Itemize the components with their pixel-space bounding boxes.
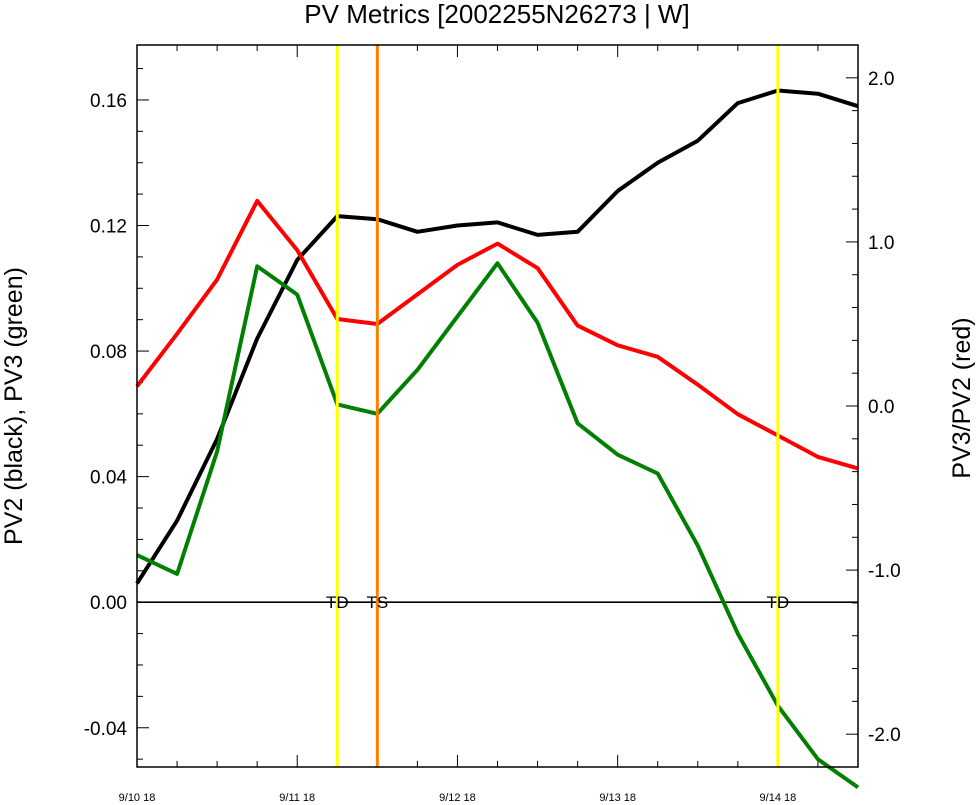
y-axis-label-left: PV2 (black), PV3 (green) <box>0 267 28 545</box>
series-line-pv3-pv2 <box>135 198 859 471</box>
y-tick-label-right: 1.0 <box>868 233 894 254</box>
y-tick-label-right: -1.0 <box>868 561 901 582</box>
x-tick-label: 9/13 18 <box>599 792 636 804</box>
x-tick-label: 9/12 18 <box>439 792 476 804</box>
x-tick-label: 9/14 18 <box>760 792 797 804</box>
y-axis-label-right: PV3/PV2 (red) <box>948 317 976 478</box>
y-tick-label-left: 0.08 <box>90 342 127 363</box>
series-lines <box>135 88 860 790</box>
chart-title: PV Metrics [2002255N26273 | W] <box>304 0 689 29</box>
y-tick-label-left: 0.00 <box>90 593 127 614</box>
marker-label-td: TD <box>326 593 349 612</box>
event-markers: TD TS TD <box>326 45 789 767</box>
series-line-pv2 <box>135 88 859 585</box>
y-tick-label-right: 0.0 <box>868 397 894 418</box>
marker-label-ts: TS <box>366 593 388 612</box>
y-tick-label-right: -2.0 <box>868 725 901 746</box>
axis-labels: 0.16 0.12 0.08 0.04 0.00 -0.04 2.0 1.0 0.0 -1.0 -2… <box>84 69 901 804</box>
y-tick-label-left: -0.04 <box>84 719 128 740</box>
y-tick-label-right: 2.0 <box>868 69 894 90</box>
x-tick-label: 9/10 18 <box>119 792 156 804</box>
marker-label-td: TD <box>767 593 790 612</box>
y-tick-label-left: 0.04 <box>90 468 127 489</box>
x-tick-label: 9/11 18 <box>279 792 315 804</box>
y-tick-label-left: 0.16 <box>90 91 127 112</box>
y-tick-label-left: 0.12 <box>90 217 127 238</box>
plot-frame <box>136 44 859 768</box>
series-line-pv3 <box>136 261 860 790</box>
